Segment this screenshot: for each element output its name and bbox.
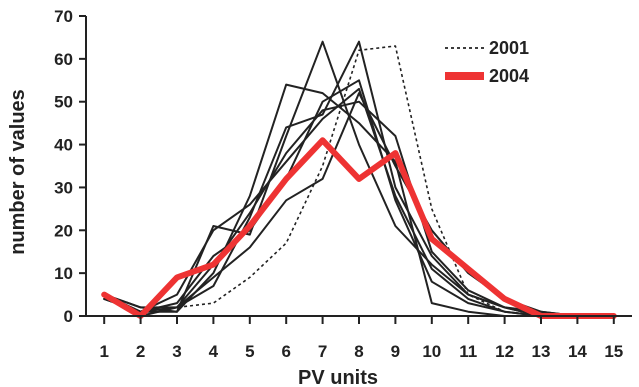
legend-label-2004: 2004 xyxy=(489,66,529,86)
y-tick-label: 50 xyxy=(54,93,73,112)
series-line-3 xyxy=(103,83,615,317)
x-tick-label: 9 xyxy=(391,342,400,361)
series-line-6 xyxy=(103,100,615,317)
y-tick-label: 60 xyxy=(54,50,73,69)
y-axis-label: number of values xyxy=(7,89,29,255)
x-tick-label: 7 xyxy=(318,342,327,361)
x-tick-label: 1 xyxy=(99,342,108,361)
x-tick-label: 3 xyxy=(172,342,181,361)
legend: 2001 2004 xyxy=(445,38,529,86)
y-tick-label: 40 xyxy=(54,136,73,155)
y-tick-label: 0 xyxy=(64,307,73,326)
plot-area xyxy=(101,40,617,319)
x-tick-label: 11 xyxy=(459,342,477,361)
x-tick-label: 8 xyxy=(354,342,363,361)
y-tick-label: 70 xyxy=(54,7,73,26)
x-tick-label: 10 xyxy=(422,342,441,361)
x-tick-label: 5 xyxy=(245,342,254,361)
y-tick-label: 30 xyxy=(54,178,73,197)
x-tick-label: 12 xyxy=(495,342,514,361)
y-tick-label: 10 xyxy=(54,264,73,283)
legend-label-2001: 2001 xyxy=(489,38,529,58)
y-tick-label: 20 xyxy=(54,221,73,240)
x-tick-label: 15 xyxy=(604,342,623,361)
series-line-8 xyxy=(103,92,615,317)
x-tick-label: 6 xyxy=(281,342,290,361)
x-axis-label: PV units xyxy=(298,367,378,387)
series-line-2004 xyxy=(101,137,617,319)
series-line-5 xyxy=(103,79,615,317)
x-tick-label: 4 xyxy=(209,342,219,361)
x-tick-label: 13 xyxy=(532,342,551,361)
x-tick-label: 2 xyxy=(136,342,145,361)
x-tick-label: 14 xyxy=(568,342,587,361)
